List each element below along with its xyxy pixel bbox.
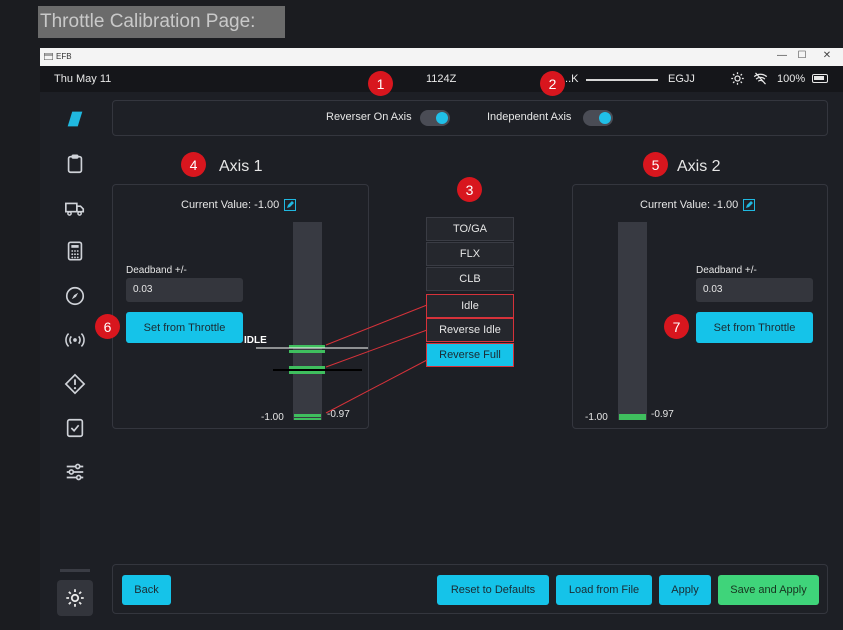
status-bar: Thu May 11 1124Z ...K EGJJ 100%	[40, 66, 843, 92]
marker-7: 7	[664, 314, 689, 339]
app-logo-icon	[44, 53, 53, 60]
settings-icon[interactable]	[730, 71, 745, 86]
route-line	[586, 79, 658, 81]
axis2-throttle-bar	[618, 222, 647, 420]
axis2-set-from-throttle-button[interactable]: Set from Throttle	[696, 312, 813, 343]
page-label: Throttle Calibration Page:	[38, 6, 285, 38]
battery-icon	[812, 74, 828, 83]
app-name: EFB	[56, 52, 72, 61]
axis1-idle-detent-mark	[289, 350, 325, 353]
reverser-toggle[interactable]	[420, 110, 450, 126]
marker-6: 6	[95, 314, 120, 339]
axis1-reverse-idle-mark	[289, 371, 325, 374]
axis1-deadband-label: Deadband +/-	[126, 265, 187, 276]
apply-button[interactable]: Apply	[659, 575, 711, 605]
axis1-set-from-throttle-button[interactable]: Set from Throttle	[126, 312, 243, 343]
axis1-title: Axis 1	[219, 158, 263, 175]
efb-window: EFB — ☐ ✕ Thu May 11 1124Z ...K EGJJ 100…	[40, 48, 843, 630]
axis1-max-label: -0.97	[327, 409, 350, 420]
marker-2: 2	[540, 71, 565, 96]
reverser-toggle-label: Reverser On Axis	[326, 111, 412, 123]
sidebar-settings-button[interactable]	[57, 580, 93, 616]
close-button[interactable]: ✕	[822, 50, 832, 61]
gear-icon	[66, 589, 84, 607]
compass-icon[interactable]	[62, 283, 88, 309]
independent-toggle[interactable]	[583, 110, 613, 126]
axis1-deadband-input[interactable]: 0.03	[126, 278, 243, 302]
truck-icon[interactable]	[62, 195, 88, 221]
axis1-min-label: -1.00	[261, 412, 284, 423]
axis1-reverse-full-mark	[294, 414, 321, 417]
status-origin: ...K	[562, 73, 579, 85]
maximize-button[interactable]: ☐	[797, 50, 807, 61]
status-date: Thu May 11	[54, 73, 112, 85]
marker-5: 5	[643, 152, 668, 177]
axis1-idle-detent-mark	[289, 345, 325, 348]
app-title: EFB	[44, 52, 72, 61]
back-button[interactable]: Back	[122, 575, 171, 605]
detent-clb[interactable]: CLB	[426, 267, 514, 291]
axis-options-panel	[112, 100, 828, 136]
axis1-reverse-idle-mark	[289, 366, 325, 369]
clipboard-icon[interactable]	[62, 151, 88, 177]
edit-icon[interactable]	[743, 199, 756, 211]
independent-toggle-label: Independent Axis	[487, 111, 572, 123]
reset-defaults-button[interactable]: Reset to Defaults	[437, 575, 549, 605]
axis2-panel	[572, 184, 828, 429]
detent-flx[interactable]: FLX	[426, 242, 514, 266]
axis1-idle-label: IDLE	[244, 335, 267, 346]
calculator-icon[interactable]	[62, 238, 88, 264]
sidebar-divider	[60, 569, 90, 572]
warning-icon[interactable]	[62, 371, 88, 397]
marker-3: 3	[457, 177, 482, 202]
edit-icon[interactable]	[284, 199, 297, 211]
wifi-off-icon	[753, 72, 768, 85]
save-and-apply-button[interactable]: Save and Apply	[718, 575, 819, 605]
axis2-current-value: Current Value: -1.00	[640, 199, 756, 211]
sliders-icon[interactable]	[62, 459, 88, 485]
axis2-max-label: -0.97	[651, 409, 674, 420]
axis2-current-value-text: Current Value: -1.00	[640, 199, 739, 211]
sidebar-logo-icon[interactable]	[62, 106, 88, 132]
toggle-knob	[599, 112, 611, 124]
axis1-throttle-bar	[293, 222, 322, 420]
toggle-knob	[436, 112, 448, 124]
axis1-current-value-text: Current Value: -1.00	[181, 199, 280, 211]
axis2-bar-fill	[619, 414, 646, 420]
axis1-reverse-full-mark	[294, 418, 321, 420]
status-time: 1124Z	[426, 73, 457, 85]
radio-signal-icon[interactable]	[62, 327, 88, 353]
checklist-icon[interactable]	[62, 415, 88, 441]
axis2-deadband-input[interactable]: 0.03	[696, 278, 813, 302]
detent-reverse-full[interactable]: Reverse Full	[426, 343, 514, 367]
axis2-deadband-label: Deadband +/-	[696, 265, 757, 276]
axis2-title: Axis 2	[677, 158, 721, 175]
axis2-min-label: -1.00	[585, 412, 608, 423]
axis1-current-value: Current Value: -1.00	[181, 199, 297, 211]
detent-reverse-idle[interactable]: Reverse Idle	[426, 318, 514, 342]
status-destination: EGJJ	[668, 73, 695, 85]
detent-toga[interactable]: TO/GA	[426, 217, 514, 241]
load-from-file-button[interactable]: Load from File	[556, 575, 652, 605]
axis1-panel	[112, 184, 369, 429]
marker-1: 1	[368, 71, 393, 96]
minimize-button[interactable]: —	[777, 50, 787, 61]
sidebar	[40, 92, 110, 630]
detent-idle[interactable]: Idle	[426, 294, 514, 318]
window-titlebar: EFB — ☐ ✕	[40, 48, 843, 66]
marker-4: 4	[181, 152, 206, 177]
battery-level: 100%	[777, 73, 806, 85]
